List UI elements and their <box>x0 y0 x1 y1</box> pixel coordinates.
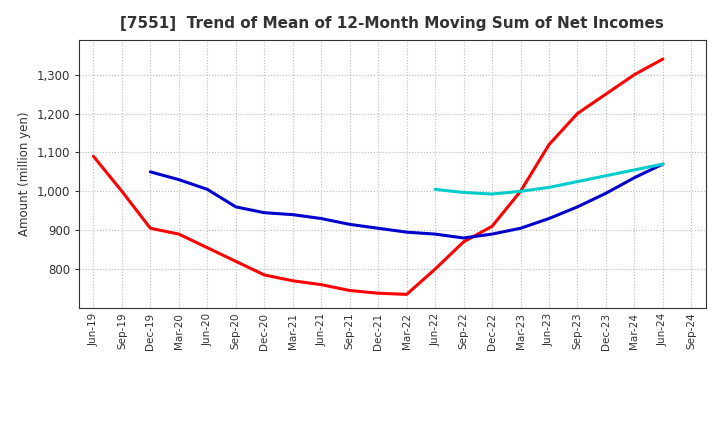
3 Years <box>402 292 411 297</box>
5 Years <box>573 204 582 209</box>
3 Years <box>289 278 297 283</box>
5 Years <box>402 230 411 235</box>
Line: 5 Years: 5 Years <box>150 164 663 238</box>
5 Years <box>374 226 382 231</box>
3 Years <box>573 111 582 116</box>
3 Years <box>630 72 639 77</box>
7 Years <box>573 179 582 184</box>
5 Years <box>346 222 354 227</box>
3 Years <box>487 224 496 229</box>
5 Years <box>260 210 269 215</box>
7 Years <box>630 167 639 172</box>
5 Years <box>459 235 468 241</box>
3 Years <box>516 189 525 194</box>
3 Years <box>431 267 439 272</box>
7 Years <box>459 190 468 195</box>
5 Years <box>516 226 525 231</box>
5 Years <box>317 216 325 221</box>
Y-axis label: Amount (million yen): Amount (million yen) <box>18 112 31 236</box>
3 Years <box>459 239 468 245</box>
5 Years <box>146 169 155 175</box>
5 Years <box>630 175 639 180</box>
5 Years <box>659 161 667 167</box>
5 Years <box>289 212 297 217</box>
3 Years <box>232 259 240 264</box>
3 Years <box>203 245 212 250</box>
3 Years <box>117 189 126 194</box>
Line: 3 Years: 3 Years <box>94 59 663 294</box>
5 Years <box>602 191 611 196</box>
Title: [7551]  Trend of Mean of 12-Month Moving Sum of Net Incomes: [7551] Trend of Mean of 12-Month Moving … <box>120 16 665 32</box>
3 Years <box>146 226 155 231</box>
3 Years <box>659 56 667 62</box>
5 Years <box>487 231 496 237</box>
3 Years <box>317 282 325 287</box>
5 Years <box>174 177 183 182</box>
3 Years <box>602 92 611 97</box>
7 Years <box>545 185 554 190</box>
7 Years <box>659 161 667 167</box>
3 Years <box>545 142 554 147</box>
Line: 7 Years: 7 Years <box>435 164 663 194</box>
3 Years <box>260 272 269 278</box>
5 Years <box>232 204 240 209</box>
5 Years <box>431 231 439 237</box>
5 Years <box>203 187 212 192</box>
7 Years <box>516 189 525 194</box>
7 Years <box>602 173 611 178</box>
3 Years <box>89 154 98 159</box>
7 Years <box>431 187 439 192</box>
3 Years <box>374 290 382 296</box>
3 Years <box>346 288 354 293</box>
5 Years <box>545 216 554 221</box>
7 Years <box>487 191 496 197</box>
3 Years <box>174 231 183 237</box>
